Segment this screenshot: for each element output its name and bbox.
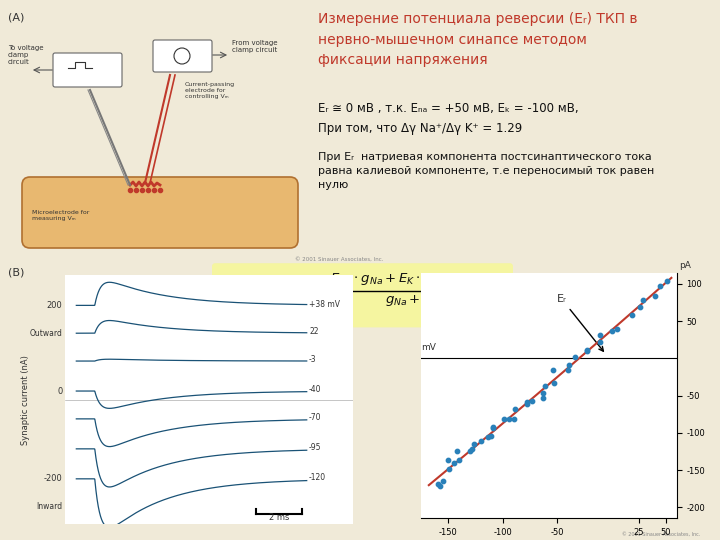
- Text: -200: -200: [44, 474, 63, 483]
- Text: -70: -70: [309, 413, 322, 422]
- Point: [582, 346, 593, 354]
- Point: [487, 424, 499, 433]
- Text: (A): (A): [8, 12, 24, 22]
- Text: From voltage
clamp circuit: From voltage clamp circuit: [232, 40, 277, 53]
- Text: Current-passing
electrode for
controlling Vₘ: Current-passing electrode for controllin…: [185, 82, 235, 99]
- Point: [626, 311, 638, 320]
- Point: [503, 415, 514, 423]
- Text: To voltage
clamp
circuit: To voltage clamp circuit: [8, 45, 43, 65]
- Text: -40: -40: [309, 385, 322, 394]
- Text: $g_{Na} + g_K$: $g_{Na} + g_K$: [385, 293, 440, 308]
- Point: [466, 444, 477, 453]
- Point: [443, 456, 454, 464]
- Text: 22: 22: [309, 327, 318, 336]
- Text: -95: -95: [309, 443, 322, 452]
- Point: [548, 379, 559, 387]
- Text: При Eᵣ  натриевая компонента постсинаптического тока
равна калиевой компоненте, : При Eᵣ натриевая компонента постсинаптич…: [318, 152, 654, 190]
- Point: [482, 433, 494, 441]
- Point: [569, 353, 580, 361]
- Point: [654, 282, 666, 291]
- Point: [662, 277, 673, 286]
- Point: [526, 397, 538, 406]
- Point: [448, 459, 459, 468]
- Point: [537, 393, 549, 402]
- Point: [606, 326, 618, 335]
- FancyBboxPatch shape: [22, 177, 298, 248]
- Point: [521, 397, 533, 406]
- Point: [582, 347, 593, 355]
- Text: 0: 0: [58, 387, 63, 395]
- FancyBboxPatch shape: [212, 263, 513, 327]
- Point: [649, 291, 661, 300]
- Text: Inward: Inward: [37, 502, 63, 511]
- Point: [595, 331, 606, 340]
- Point: [468, 440, 480, 448]
- Point: [434, 481, 446, 490]
- Text: Synaptic current (nA): Synaptic current (nA): [21, 355, 30, 444]
- Text: $E_{Na} \cdot g_{Na} + E_K \cdot g_K$: $E_{Na} \cdot g_{Na} + E_K \cdot g_K$: [330, 271, 440, 287]
- FancyBboxPatch shape: [53, 53, 122, 87]
- Point: [474, 436, 486, 445]
- Point: [611, 325, 623, 334]
- Text: Outward: Outward: [30, 329, 63, 338]
- Point: [539, 382, 550, 390]
- Point: [562, 366, 573, 375]
- Text: -120: -120: [309, 473, 326, 482]
- Text: Измерение потенциала реверсии (Eᵣ) ТКП в
нервно-мышечном синапсе методом
фиксаци: Измерение потенциала реверсии (Eᵣ) ТКП в…: [318, 12, 637, 67]
- Point: [594, 338, 606, 347]
- Text: 2 ms: 2 ms: [269, 514, 289, 522]
- Text: 200: 200: [47, 301, 63, 310]
- Point: [485, 431, 497, 440]
- Point: [498, 415, 510, 423]
- Text: Eᵣ: Eᵣ: [557, 294, 603, 351]
- Text: Microelectrode for
measuring Vₘ: Microelectrode for measuring Vₘ: [32, 210, 89, 221]
- Text: © 2001 Sinauer Associates, Inc.: © 2001 Sinauer Associates, Inc.: [622, 532, 700, 537]
- Point: [444, 464, 455, 473]
- Text: mV: mV: [421, 343, 436, 353]
- Text: Eᵣ ≅ 0 мВ , т.к. Eₙₐ = +50 мВ, Eₖ = -100 мВ,: Eᵣ ≅ 0 мВ , т.к. Eₙₐ = +50 мВ, Eₖ = -100…: [318, 102, 579, 115]
- Text: +38 mV: +38 mV: [309, 300, 340, 308]
- Point: [433, 480, 444, 488]
- Text: © 2001 Sinauer Associates, Inc.: © 2001 Sinauer Associates, Inc.: [295, 257, 384, 262]
- Point: [451, 447, 462, 455]
- Point: [437, 477, 449, 485]
- Text: pA: pA: [680, 261, 691, 270]
- Text: (B): (B): [8, 267, 24, 277]
- Text: -3: -3: [309, 355, 317, 364]
- Point: [454, 456, 465, 465]
- Point: [521, 400, 533, 408]
- Point: [537, 388, 549, 397]
- Point: [637, 296, 649, 305]
- Point: [509, 405, 521, 414]
- Point: [547, 366, 559, 375]
- Point: [464, 447, 475, 456]
- FancyBboxPatch shape: [153, 40, 212, 72]
- Point: [563, 361, 575, 370]
- Text: При том, что Δγ Na⁺/Δγ K⁺ = 1.29: При том, что Δγ Na⁺/Δγ K⁺ = 1.29: [318, 122, 522, 135]
- Point: [487, 423, 499, 431]
- Point: [634, 303, 646, 312]
- Text: $E_{\rm равн.син.}$ =: $E_{\rm равн.син.}$ =: [222, 274, 294, 291]
- Point: [508, 415, 520, 423]
